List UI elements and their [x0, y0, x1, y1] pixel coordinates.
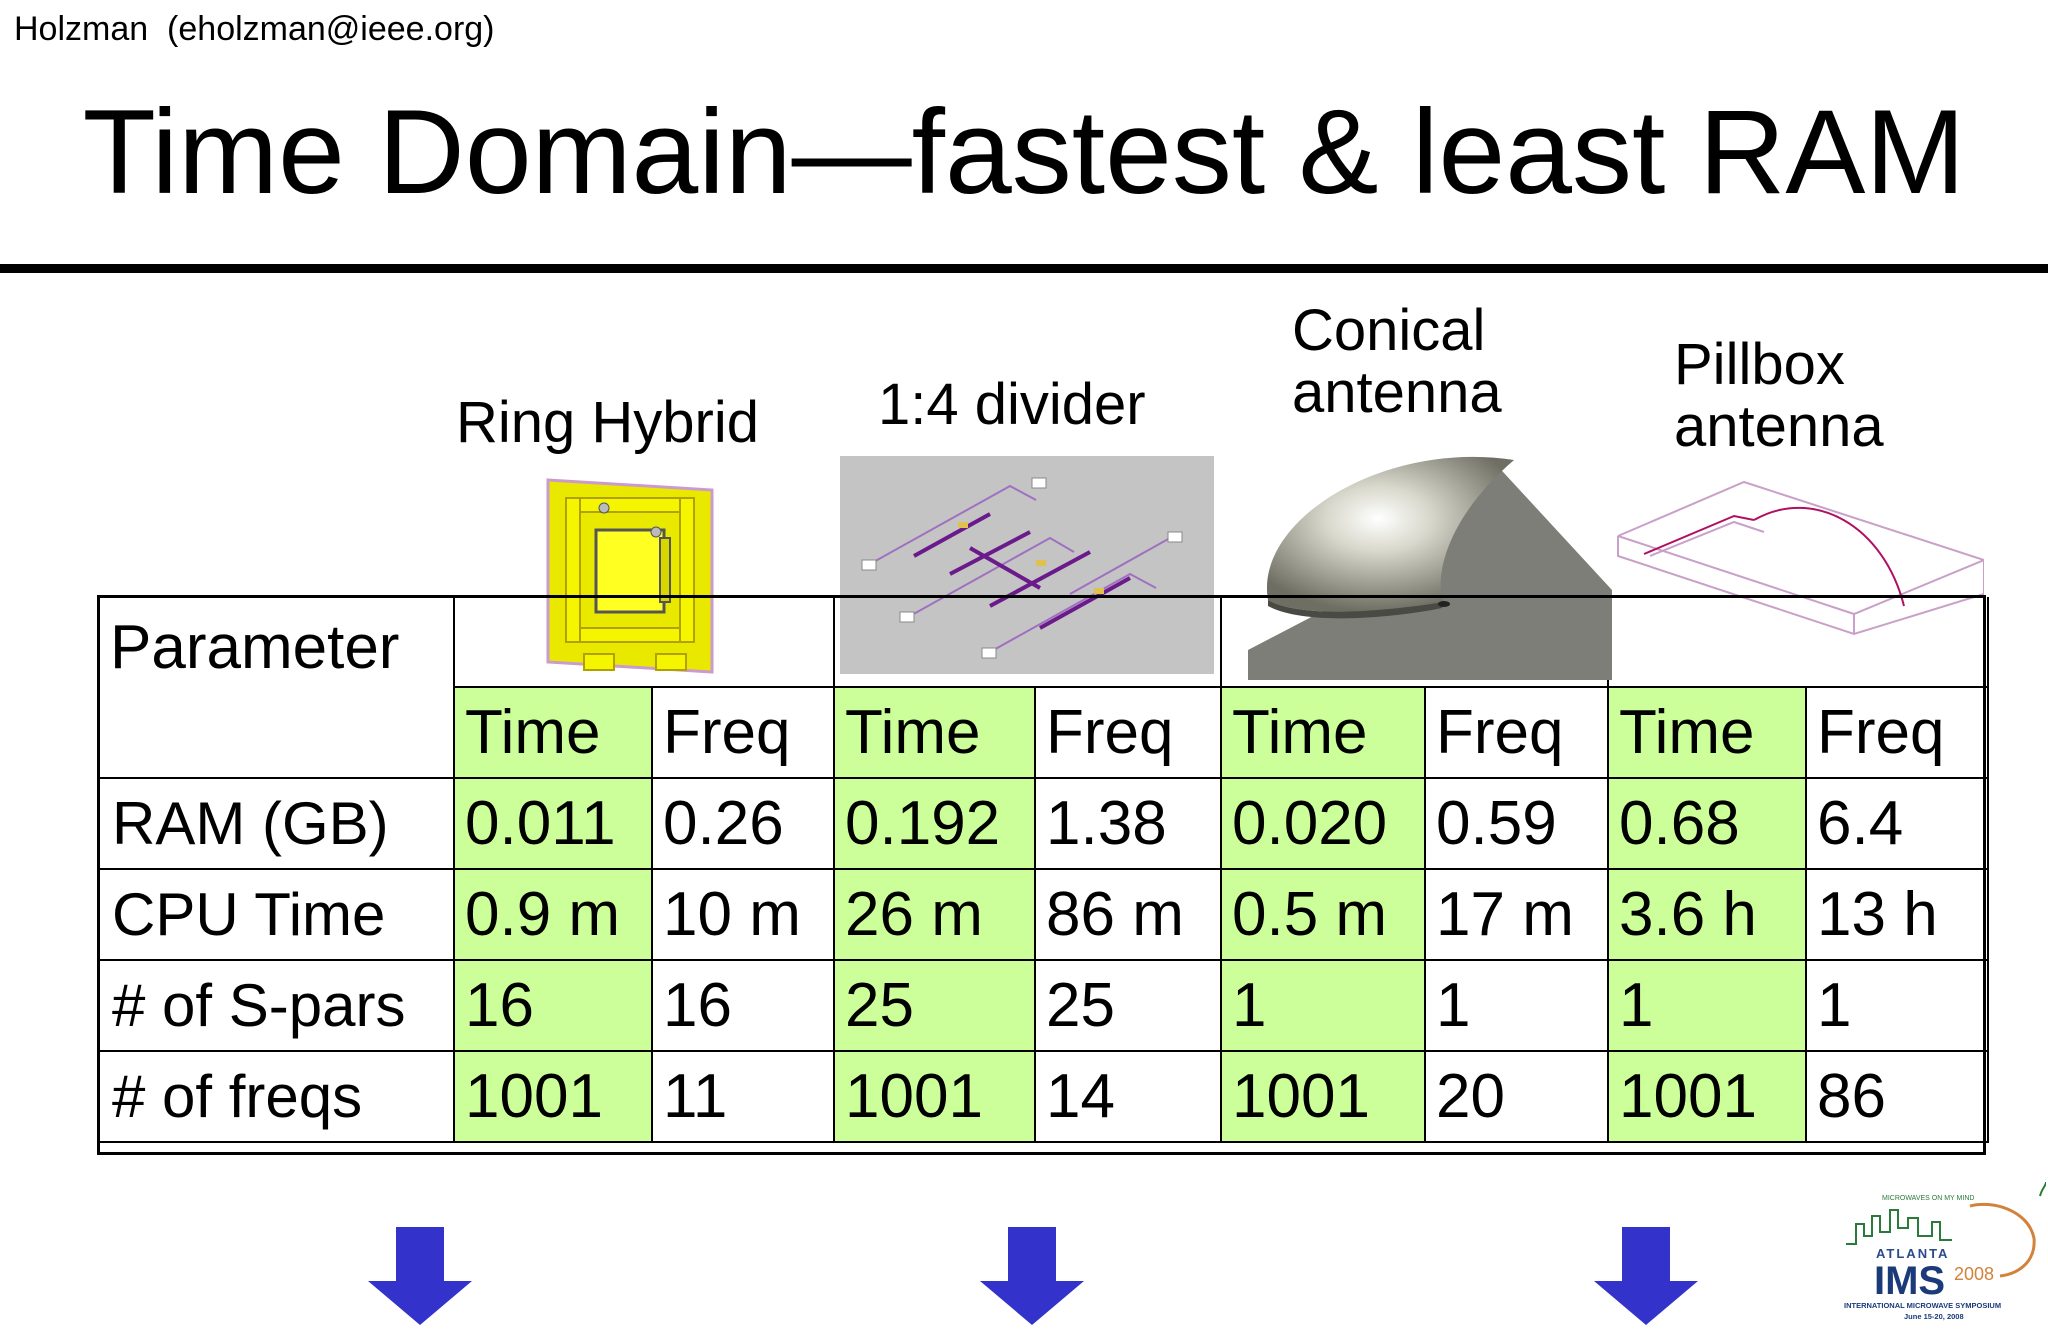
comparison-table: Parameter Time Freq Time Freq Time Freq … [98, 596, 1989, 1143]
subheader-cell: Time [1220, 686, 1426, 779]
column-label-line: Pillbox [1674, 332, 1845, 397]
table-cell: 0.68 [1607, 777, 1807, 870]
subheader-cell: Freq [651, 686, 835, 779]
divider-image [840, 456, 1214, 674]
table-cell: 1001 [833, 1050, 1036, 1143]
down-arrow-icon [1594, 1225, 1698, 1325]
logo-name: IMS [1874, 1259, 1945, 1303]
row-label: RAM (GB) [98, 777, 455, 870]
table-cell: 86 [1805, 1050, 1989, 1143]
table-cell: 1 [1805, 959, 1989, 1052]
table-cell: 0.011 [453, 777, 653, 870]
column-label-ring-hybrid: Ring Hybrid [456, 392, 759, 454]
subheader-cell: Freq [1424, 686, 1609, 779]
table-cell: 1001 [453, 1050, 653, 1143]
column-label-line: antenna [1674, 394, 1884, 459]
table-cell: 1 [1607, 959, 1807, 1052]
subheader-cell: Time [453, 686, 653, 779]
table-cell: 10 m [651, 868, 835, 961]
table-cell: 0.26 [651, 777, 835, 870]
table-cell: 14 [1034, 1050, 1222, 1143]
table-cell: 26 m [833, 868, 1036, 961]
table-cell: 0.5 m [1220, 868, 1426, 961]
table-cell: 17 m [1424, 868, 1609, 961]
ims-2008-logo: MICROWAVES ON MY MIND ATLANTA IMS 2008 I… [1842, 1180, 2047, 1325]
ring-hybrid-image [544, 468, 720, 678]
table-cell: 0.020 [1220, 777, 1426, 870]
table-corner-label: Parameter [110, 613, 400, 682]
subheader-cell: Time [1607, 686, 1807, 779]
table-corner-cell: Parameter [98, 596, 455, 779]
row-label: CPU Time [98, 868, 455, 961]
logo-year: 2008 [1954, 1264, 1994, 1284]
table-cell: 16 [651, 959, 835, 1052]
subheader-cell: Freq [1805, 686, 1989, 779]
conical-antenna-image [1244, 430, 1612, 682]
table-cell: 1.38 [1034, 777, 1222, 870]
table-cell: 25 [1034, 959, 1222, 1052]
table-cell: 11 [651, 1050, 835, 1143]
pillbox-antenna-image [1614, 476, 1984, 636]
table-row: CPU Time 0.9 m 10 m 26 m 86 m 0.5 m 17 m… [98, 868, 1989, 961]
subheader-cell: Freq [1034, 686, 1222, 779]
slide-title: Time Domain—fastest & least RAM [82, 85, 1966, 219]
table-cell: 3.6 h [1607, 868, 1807, 961]
title-divider [0, 264, 2048, 273]
table-cell: 0.9 m [453, 868, 653, 961]
row-label: # of S-pars [98, 959, 455, 1052]
table-row: # of S-pars 16 16 25 25 1 1 1 1 [98, 959, 1989, 1052]
column-label-line: 1:4 divider [878, 372, 1146, 437]
logo-dates: June 15-20, 2008 [1904, 1312, 1964, 1321]
table-cell: 25 [833, 959, 1036, 1052]
table-cell: 6.4 [1805, 777, 1989, 870]
table-cell: 1 [1424, 959, 1609, 1052]
table-cell: 1001 [1220, 1050, 1426, 1143]
column-label-line: Ring Hybrid [456, 390, 759, 455]
table-row: # of freqs 1001 11 1001 14 1001 20 1001 … [98, 1050, 1989, 1143]
logo-top-text: MICROWAVES ON MY MIND [1882, 1195, 1974, 1202]
table-cell: 1 [1220, 959, 1426, 1052]
column-label-conical: Conical antenna [1292, 300, 1502, 424]
column-label-pillbox: Pillbox antenna [1674, 334, 1884, 458]
down-arrow-icon [368, 1225, 472, 1325]
column-label-line: antenna [1292, 360, 1502, 425]
table-cell: 16 [453, 959, 653, 1052]
down-arrow-icon [980, 1225, 1084, 1325]
table-cell: 0.59 [1424, 777, 1609, 870]
table-cell: 13 h [1805, 868, 1989, 961]
subheader-cell: Time [833, 686, 1036, 779]
row-label: # of freqs [98, 1050, 455, 1143]
table-cell: 0.192 [833, 777, 1036, 870]
table-cell: 1001 [1607, 1050, 1807, 1143]
table-row: RAM (GB) 0.011 0.26 0.192 1.38 0.020 0.5… [98, 777, 1989, 870]
table-cell: 20 [1424, 1050, 1609, 1143]
table-cell: 86 m [1034, 868, 1222, 961]
column-label-line: Conical [1292, 298, 1486, 363]
logo-city: ATLANTA [1876, 1246, 1949, 1261]
column-label-divider: 1:4 divider [878, 374, 1146, 436]
author-line: Holzman (eholzman@ieee.org) [14, 10, 495, 48]
logo-subtitle: INTERNATIONAL MICROWAVE SYMPOSIUM [1844, 1301, 2001, 1310]
